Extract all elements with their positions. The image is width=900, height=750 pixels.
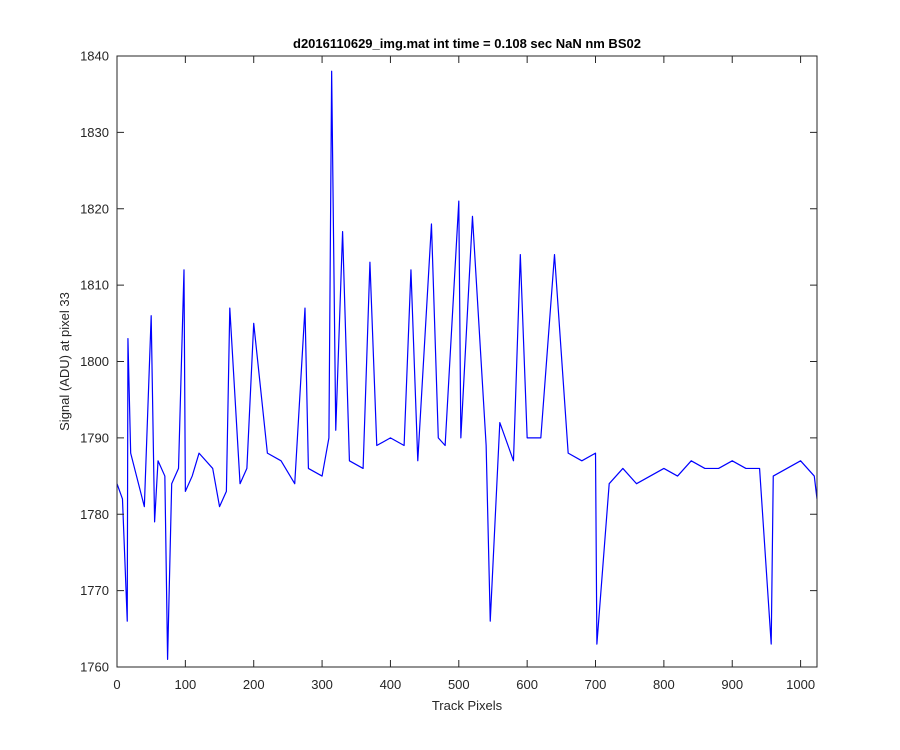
y-tick-label: 1780 bbox=[80, 507, 109, 522]
y-axis-label: Signal (ADU) at pixel 33 bbox=[57, 292, 72, 431]
y-tick-label: 1760 bbox=[80, 660, 109, 675]
axis-ticks: 0 100 200 300 400 500 600 700 800 900 1000 1760 1770… bbox=[80, 49, 817, 692]
chart-title: d2016110629_img.mat int time = 0.108 sec… bbox=[293, 36, 641, 51]
x-tick-label: 1000 bbox=[786, 677, 815, 692]
x-axis-label: Track Pixels bbox=[432, 698, 503, 713]
x-tick-label: 600 bbox=[516, 677, 538, 692]
x-tick-label: 0 bbox=[113, 677, 120, 692]
x-tick-label: 900 bbox=[721, 677, 743, 692]
y-tick-label: 1820 bbox=[80, 201, 109, 216]
y-tick-label: 1790 bbox=[80, 430, 109, 445]
x-tick-label: 500 bbox=[448, 677, 470, 692]
y-tick-label: 1830 bbox=[80, 125, 109, 140]
y-tick-label: 1800 bbox=[80, 354, 109, 369]
y-tick-label: 1770 bbox=[80, 583, 109, 598]
x-tick-label: 800 bbox=[653, 677, 675, 692]
x-tick-label: 100 bbox=[175, 677, 197, 692]
y-tick-label: 1810 bbox=[80, 278, 109, 293]
x-tick-label: 300 bbox=[311, 677, 333, 692]
x-tick-label: 700 bbox=[585, 677, 607, 692]
y-tick-label: 1840 bbox=[80, 49, 109, 64]
chart-marks bbox=[117, 70, 817, 660]
x-tick-label: 400 bbox=[380, 677, 402, 692]
plot-area bbox=[117, 56, 817, 667]
series-line-1 bbox=[117, 70, 817, 660]
x-tick-label: 200 bbox=[243, 677, 265, 692]
